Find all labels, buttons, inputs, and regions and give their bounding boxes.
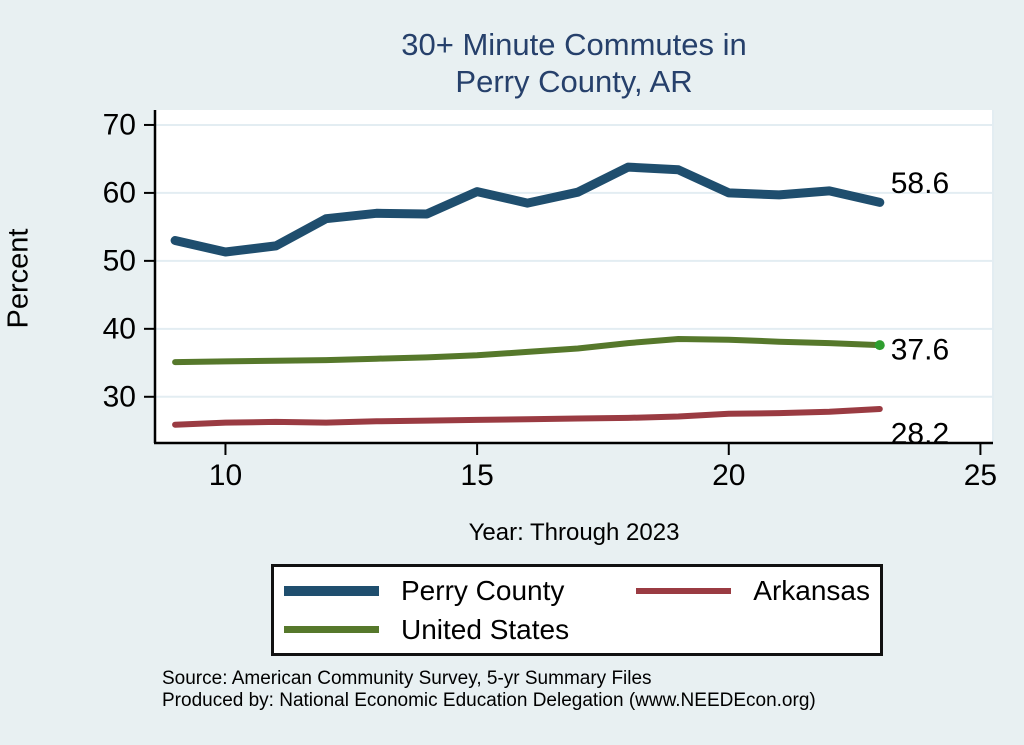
series-line-arkansas <box>172 406 883 428</box>
x-tick-label-10: 10 <box>209 459 242 492</box>
y-tick-label-50: 50 <box>103 244 136 277</box>
series-line-united-states <box>172 336 883 366</box>
source-notes: Source: American Community Survey, 5-yr … <box>162 668 1002 712</box>
legend-label-perry-county: Perry County <box>401 574 565 606</box>
chart-title-line2: Perry County, AR <box>455 64 693 99</box>
x-axis-title: Year: Through 2023 <box>468 519 680 546</box>
y-tick-label-60: 60 <box>103 176 136 209</box>
chart-title-line1: 30+ Minute Commutes in <box>401 27 747 62</box>
chart-title: 30+ Minute Commutes in Perry County, AR <box>155 26 993 100</box>
legend-swatch-arkansas <box>636 587 732 594</box>
series-line-perry-county <box>170 162 885 257</box>
legend-label-arkansas: Arkansas <box>753 574 870 606</box>
end-label-arkansas: 28.2 <box>891 418 949 451</box>
legend-label-united-states: United States <box>401 613 570 645</box>
y-tick-label-70: 70 <box>103 108 136 141</box>
source-line: Source: American Community Survey, 5-yr … <box>162 668 652 689</box>
y-tick-label-40: 40 <box>103 312 136 345</box>
legend-swatch-perry-county <box>284 585 379 596</box>
legend-item-arkansas: Arkansas <box>636 575 870 607</box>
legend-swatch-united-states <box>284 626 379 633</box>
plot-area <box>155 110 993 443</box>
produced-by-line: Produced by: National Economic Education… <box>162 690 816 711</box>
legend: Perry County Arkansas United States <box>271 564 883 656</box>
end-label-perry-county: 58.6 <box>891 167 949 200</box>
end-marker-united-states <box>874 340 885 351</box>
legend-item-perry-county: Perry County <box>284 575 577 607</box>
end-label-united-states: 37.6 <box>891 334 949 367</box>
x-tick-label-20: 20 <box>712 459 745 492</box>
legend-item-united-states: United States <box>284 614 577 646</box>
y-tick-label-30: 30 <box>103 380 136 413</box>
x-tick-label-25: 25 <box>964 459 997 492</box>
x-tick-label-15: 15 <box>460 459 493 492</box>
